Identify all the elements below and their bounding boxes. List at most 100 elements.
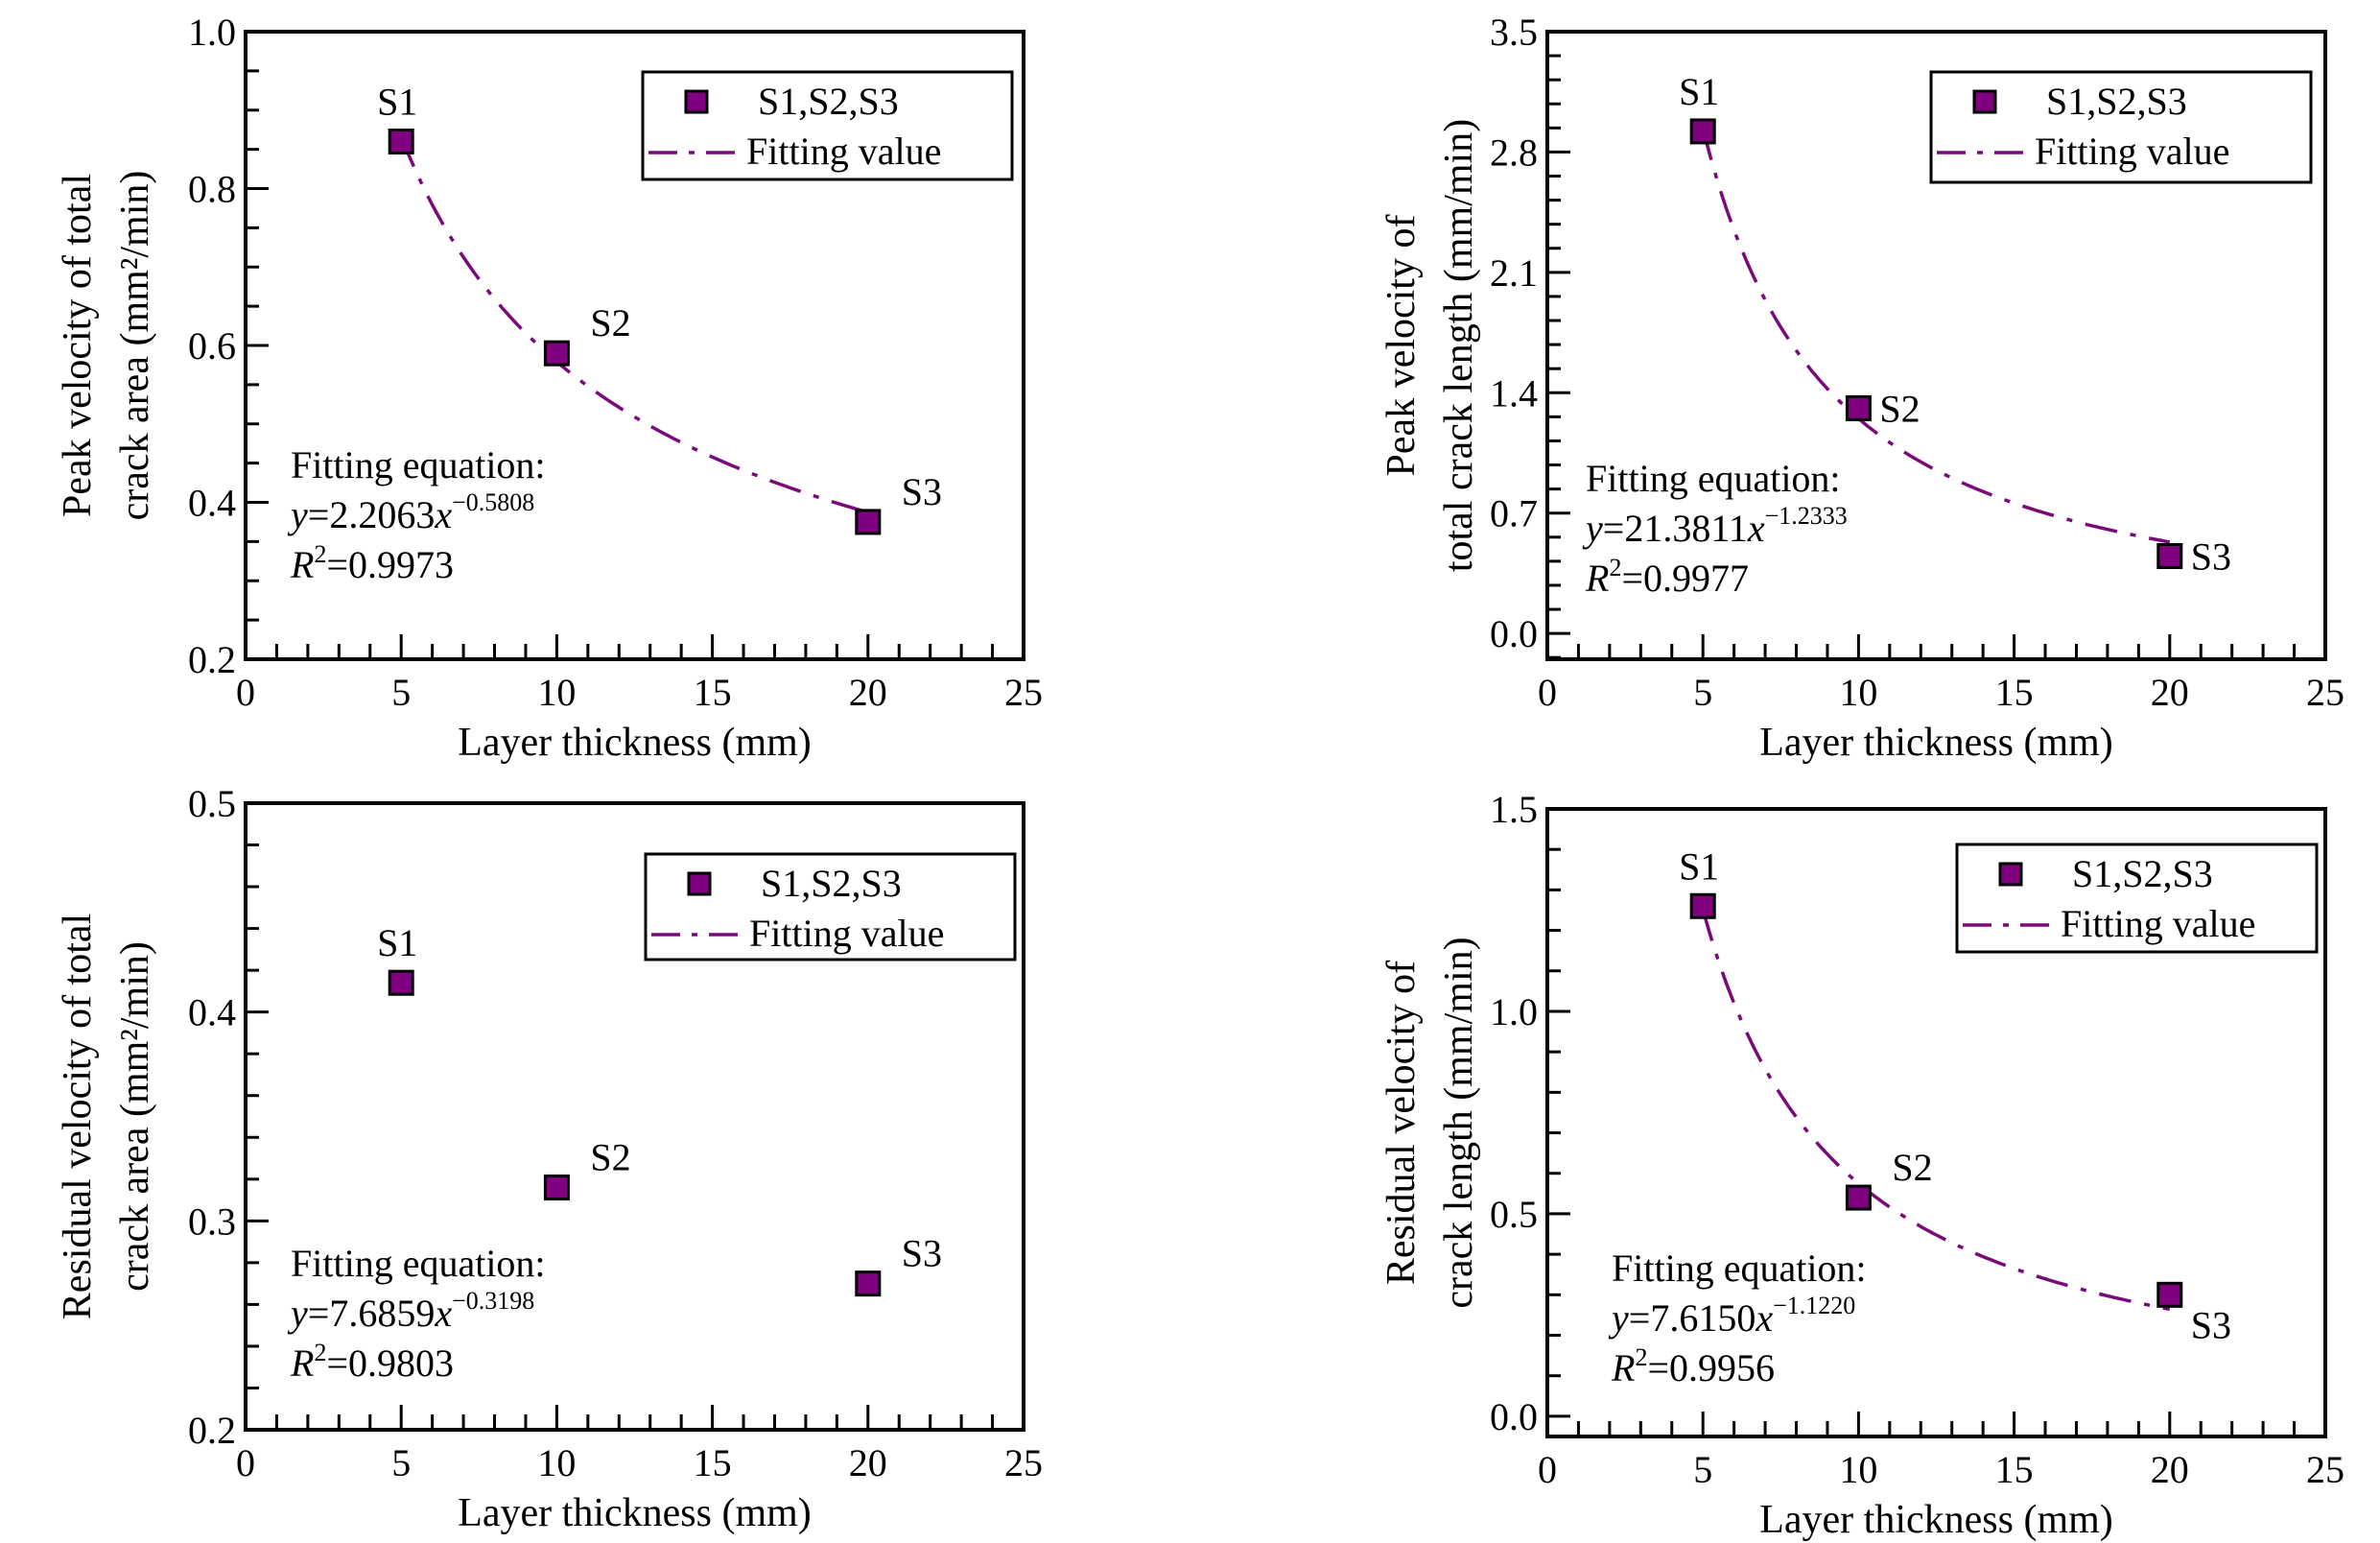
fitting-equation: Fitting equation:y=21.3811x−1.2333R2=0.9…	[1582, 457, 1848, 600]
x-tick-label: 5	[1693, 1448, 1712, 1491]
y-tick-label: 0.5	[1490, 1193, 1538, 1236]
x-tick-label: 25	[1004, 671, 1043, 714]
equation-variable: x	[1747, 507, 1765, 550]
chart-panel-peak-length: 0 5 10 15 20 25 0.0 0.7 1.4 2.1 2.8 3.5 Layer thickn…	[1379, 11, 2345, 765]
r2-superscript: 2	[314, 1339, 326, 1366]
x-tick-label: 10	[1839, 671, 1877, 714]
legend-label-fit: Fitting value	[746, 130, 941, 173]
point-label-s2: S2	[590, 1136, 630, 1179]
x-tick-label: 25	[2306, 1448, 2345, 1491]
data-point-s1	[388, 128, 414, 154]
x-tick-label: 10	[537, 671, 576, 714]
equation-coefficient: =7.6859	[308, 1292, 436, 1335]
legend: S1,S2,S3 Fitting value	[1929, 70, 2313, 184]
equation-r-squared: R2=0.9803	[290, 1339, 454, 1385]
y-axis-title-line: crack area (mm²/min)	[113, 171, 157, 521]
y-tick-label: 3.5	[1490, 11, 1538, 54]
legend: S1,S2,S3 Fitting value	[644, 852, 1017, 961]
y-tick-label: 0.2	[188, 638, 236, 681]
equation-heading: Fitting equation:	[291, 443, 546, 487]
x-tick-label: 5	[391, 1441, 411, 1484]
point-label-s3: S3	[902, 470, 942, 513]
data-point-s2	[1845, 1184, 1872, 1211]
equation-formula: y=21.3811x−1.2333	[1582, 502, 1848, 550]
equation-lhs: y	[1582, 507, 1603, 550]
r2-value: =0.9977	[1621, 557, 1749, 600]
equation-exponent: −0.5808	[452, 488, 534, 516]
legend-label-fit: Fitting value	[749, 912, 944, 955]
y-axis-title-line: Peak velocity of	[1379, 215, 1424, 477]
data-point-s3	[2156, 1281, 2183, 1308]
legend-label-points: S1,S2,S3	[761, 862, 902, 905]
x-tick-label: 0	[236, 1441, 255, 1484]
point-label-s1: S1	[377, 921, 417, 964]
data-point-s2	[543, 1175, 570, 1201]
point-label-s1: S1	[1679, 844, 1719, 888]
data-point-s2	[543, 340, 570, 367]
equation-heading: Fitting equation:	[1612, 1246, 1867, 1290]
r2-superscript: 2	[1609, 554, 1621, 582]
equation-exponent: −1.2333	[1765, 502, 1848, 530]
legend: S1,S2,S3 Fitting value	[1955, 843, 2319, 954]
y-tick-label: 0.0	[1490, 1395, 1538, 1438]
x-tick-label: 15	[694, 671, 732, 714]
data-point-s1	[1689, 118, 1716, 145]
equation-exponent: −0.3198	[452, 1287, 534, 1315]
legend-label-fit: Fitting value	[2035, 130, 2229, 173]
point-label-s2: S2	[1892, 1146, 1932, 1189]
y-tick-label: 1.0	[188, 11, 236, 54]
legend-box	[644, 852, 1017, 961]
legend-marker-icon	[1972, 89, 1997, 114]
equation-variable: x	[434, 1292, 452, 1335]
equation-r-squared: R2=0.9973	[290, 540, 454, 586]
x-tick-label: 20	[2151, 1448, 2189, 1491]
legend: S1,S2,S3 Fitting value	[641, 70, 1014, 181]
x-tick-label: 15	[1995, 671, 2034, 714]
equation-lhs: y	[287, 493, 308, 536]
y-axis-title-line: crack length (mm/min)	[1437, 937, 1481, 1308]
legend-label-points: S1,S2,S3	[2046, 80, 2187, 123]
equation-exponent: −1.1220	[1773, 1292, 1855, 1319]
x-tick-label: 10	[1839, 1448, 1877, 1491]
plot-frame	[244, 801, 1025, 1432]
r2-symbol: R	[1611, 1346, 1635, 1389]
point-label-s3: S3	[902, 1232, 942, 1275]
y-tick-label: 0.8	[188, 168, 236, 211]
y-axis-title-line: crack area (mm²/min)	[113, 941, 157, 1292]
y-axis-title-line: total crack length (mm/min)	[1437, 119, 1481, 572]
equation-lhs: y	[287, 1292, 308, 1335]
y-axis-title-line: Residual velocity of	[1379, 961, 1424, 1285]
legend-marker-icon	[1998, 862, 2023, 887]
equation-variable: x	[1755, 1296, 1773, 1340]
fitting-equation: Fitting equation:y=7.6859x−0.3198R2=0.98…	[287, 1242, 546, 1385]
y-tick-label: 0.4	[188, 482, 236, 525]
x-tick-label: 0	[1538, 1448, 1557, 1491]
equation-heading: Fitting equation:	[1586, 457, 1841, 500]
y-axis-title-line: Residual velocity of total	[56, 914, 100, 1319]
point-label-s3: S3	[2191, 1303, 2231, 1346]
r2-superscript: 2	[1635, 1343, 1647, 1371]
legend-label-points: S1,S2,S3	[2072, 852, 2213, 895]
y-tick-label: 0.6	[188, 324, 236, 368]
x-tick-label: 5	[391, 671, 411, 714]
fitting-curve	[1701, 909, 2171, 1312]
legend-marker-icon	[687, 871, 712, 896]
x-tick-label: 5	[1693, 671, 1712, 714]
y-tick-label: 2.8	[1490, 131, 1538, 174]
fitting-curve	[399, 135, 869, 514]
r2-value: =0.9803	[326, 1341, 454, 1385]
fitting-equation: Fitting equation:y=2.2063x−0.5808R2=0.99…	[287, 443, 546, 586]
x-tick-label: 20	[849, 1441, 887, 1484]
x-axis-title: Layer thickness (mm)	[1759, 721, 2113, 765]
data-point-s3	[2156, 542, 2183, 569]
data-point-s1	[388, 969, 414, 996]
y-tick-label: 1.5	[1490, 788, 1538, 831]
x-tick-label: 15	[694, 1441, 732, 1484]
y-tick-label: 0.5	[188, 782, 236, 825]
r2-symbol: R	[290, 1341, 314, 1385]
data-point-s3	[855, 1270, 882, 1297]
x-tick-label: 10	[537, 1441, 576, 1484]
fitting-equation: Fitting equation:y=7.6150x−1.1220R2=0.99…	[1608, 1246, 1867, 1389]
y-tick-label: 1.0	[1490, 990, 1538, 1033]
equation-coefficient: =2.2063	[308, 493, 436, 536]
